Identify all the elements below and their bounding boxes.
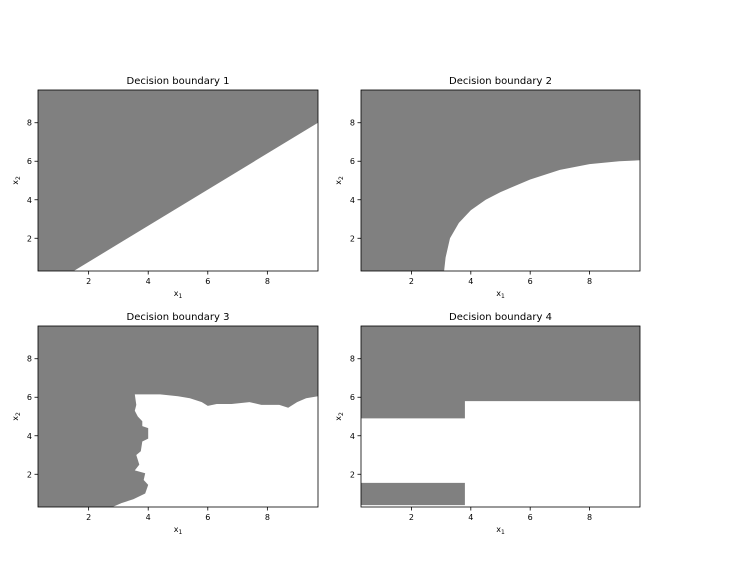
subplot-title: Decision boundary 2 — [449, 76, 552, 87]
axes-frame — [37, 89, 319, 272]
y-axis-label: x2 — [11, 412, 22, 421]
y-tick-label: 2 — [27, 470, 32, 479]
x-tick-label: 2 — [409, 513, 414, 522]
y-tick-label: 8 — [27, 119, 32, 128]
x-tick-label: 4 — [468, 277, 473, 286]
x-tick-label: 6 — [528, 513, 533, 522]
y-axis-label: x2 — [11, 176, 22, 185]
axes-frame — [37, 325, 319, 508]
y-tick-label: 4 — [350, 196, 355, 205]
y-axis-label: x2 — [334, 176, 345, 185]
x-tick-label: 6 — [528, 277, 533, 286]
x-tick-label: 2 — [409, 277, 414, 286]
y-tick-label: 4 — [27, 432, 32, 441]
y-tick-label: 8 — [350, 119, 355, 128]
x-tick-label: 6 — [205, 513, 210, 522]
x-tick-label: 2 — [86, 277, 91, 286]
decision-region-2 — [361, 482, 465, 506]
axes-frame — [360, 89, 641, 272]
decision-region-1 — [38, 90, 318, 271]
y-tick-label: 6 — [350, 157, 355, 166]
decision-region-1 — [361, 90, 640, 271]
subplot-1: Decision boundary 1 2 4 6 8 2 4 6 8 x1 x2 — [11, 76, 319, 300]
x-axis-label: x1 — [496, 525, 505, 536]
y-tick-label: 4 — [350, 432, 355, 441]
x-tick-label: 4 — [468, 513, 473, 522]
subplot-title: Decision boundary 4 — [449, 312, 552, 323]
subplot-title: Decision boundary 3 — [127, 312, 230, 323]
x-tick-label: 2 — [86, 513, 91, 522]
y-tick-label: 4 — [27, 196, 32, 205]
y-tick-label: 8 — [27, 355, 32, 364]
y-tick-label: 2 — [27, 234, 32, 243]
subplot-2: Decision boundary 2 2 4 6 8 2 4 6 8 x1 x2 — [334, 76, 641, 300]
decision-region-1 — [361, 326, 640, 419]
y-tick-label: 6 — [27, 157, 32, 166]
x-axis-label: x1 — [496, 289, 505, 300]
x-tick-label: 8 — [265, 277, 270, 286]
x-axis-label: x1 — [174, 525, 183, 536]
x-axis-label: x1 — [174, 289, 183, 300]
axes-frame — [360, 325, 641, 508]
subplot-title: Decision boundary 1 — [127, 76, 230, 87]
x-tick-label: 8 — [265, 513, 270, 522]
y-tick-label: 8 — [350, 355, 355, 364]
y-tick-label: 6 — [350, 393, 355, 402]
y-tick-label: 2 — [350, 234, 355, 243]
x-tick-label: 4 — [146, 277, 151, 286]
subplot-3: Decision boundary 3 2 4 6 8 2 4 6 8 x1 x2 — [11, 312, 319, 536]
y-tick-label: 6 — [27, 393, 32, 402]
subplot-4: Decision boundary 4 2 4 6 8 2 4 6 8 x1 x2 — [334, 312, 641, 536]
x-tick-label: 8 — [587, 277, 592, 286]
x-tick-label: 6 — [205, 277, 210, 286]
x-tick-label: 4 — [146, 513, 151, 522]
y-axis-label: x2 — [334, 412, 345, 421]
y-tick-label: 2 — [350, 470, 355, 479]
x-tick-label: 8 — [587, 513, 592, 522]
decision-region-1 — [38, 326, 318, 507]
